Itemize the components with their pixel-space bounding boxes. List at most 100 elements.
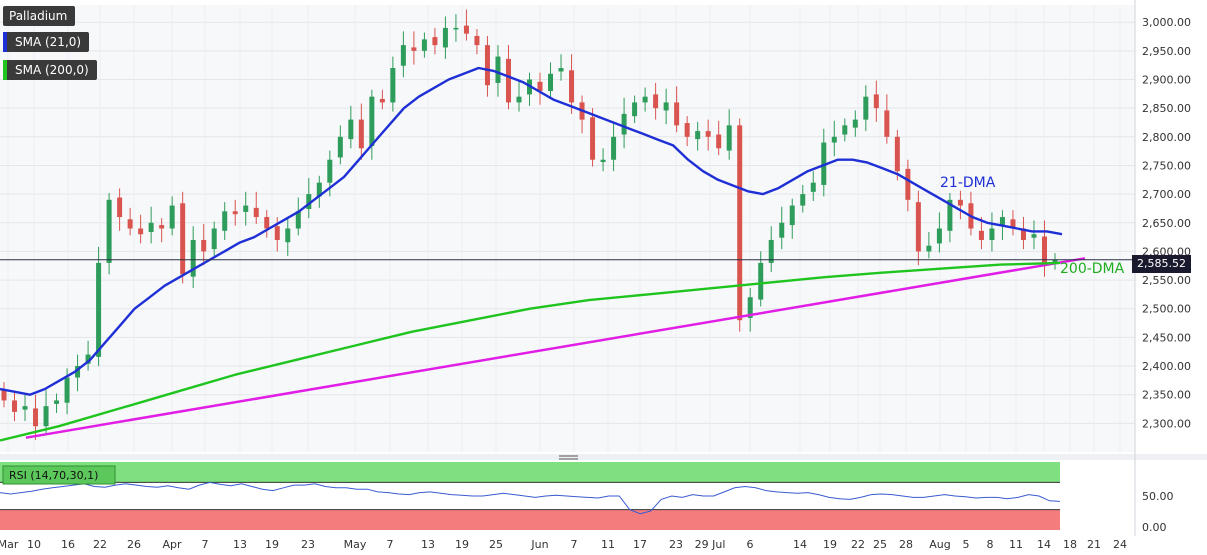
legend-instrument[interactable]: Palladium [3, 6, 76, 26]
candle-body [421, 39, 427, 51]
y-tick-label: 2,450.00 [1142, 331, 1191, 344]
candle-body [863, 96, 869, 120]
candle-body [442, 27, 448, 48]
candle-body [1, 388, 7, 401]
y-tick-label: 3,000.00 [1142, 16, 1191, 29]
candle-body [453, 27, 459, 30]
candle-body [274, 226, 280, 240]
y-tick-label: 2,900.00 [1142, 74, 1191, 87]
x-tick-label: 25 [873, 538, 887, 551]
x-tick-label: Mar [0, 538, 19, 551]
x-tick-label: 26 [127, 538, 141, 551]
candle-body [306, 194, 312, 210]
candle-body [989, 228, 995, 240]
candle-body [915, 202, 921, 252]
candle-body [831, 136, 837, 143]
rsi-tick-label: 0.00 [1142, 521, 1167, 534]
candle-body [232, 211, 238, 215]
x-tick-label: 24 [1113, 538, 1127, 551]
candle-body [64, 377, 70, 403]
candle-body [821, 142, 827, 185]
x-tick-label: 11 [1009, 538, 1023, 551]
candle-body [96, 262, 102, 357]
pane-separator [0, 454, 1207, 460]
candle-body [789, 205, 795, 226]
candle-body [180, 203, 186, 275]
candle-body [243, 205, 249, 212]
candle-body [779, 222, 785, 238]
candle-body [211, 228, 217, 250]
rsi-overbought-zone [0, 462, 1060, 483]
candle-body [495, 56, 501, 83]
candle-body [1020, 228, 1026, 240]
candle-body [999, 217, 1005, 227]
candle-body [663, 102, 669, 111]
candles-group [1, 9, 1058, 440]
candle-body [758, 262, 764, 300]
legend-sma21[interactable]: SMA (21,0) [3, 32, 90, 52]
candle-body [611, 136, 617, 160]
candle-body [295, 211, 301, 229]
candle-body [484, 45, 490, 86]
candle-body [516, 96, 522, 103]
candle-body [369, 96, 375, 146]
candle-body [632, 102, 638, 117]
candle-body [926, 245, 932, 252]
candle-body [411, 47, 417, 51]
candle-body [548, 73, 554, 91]
x-tick-label: 14 [793, 538, 807, 551]
x-tick-label: 18 [1063, 538, 1077, 551]
candle-body [569, 70, 575, 103]
x-tick-label: 28 [899, 538, 913, 551]
candle-body [705, 131, 711, 137]
candle-body [947, 199, 953, 231]
candle-body [12, 400, 18, 412]
rsi-tick-label: 50.00 [1142, 490, 1174, 503]
x-tick-label: 22 [851, 538, 865, 551]
candle-body [716, 134, 722, 149]
candle-body [22, 406, 28, 410]
x-tick-label: 25 [489, 538, 503, 551]
x-tick-label: Jun [530, 538, 548, 551]
legend-sma200-label: SMA (200,0) [15, 63, 89, 77]
candle-body [537, 81, 543, 91]
candle-body [337, 136, 343, 158]
y-tick-label: 2,800.00 [1142, 131, 1191, 144]
candle-body [127, 219, 133, 229]
candle-body [505, 58, 511, 103]
x-tick-label: 7 [387, 538, 394, 551]
y-tick-label: 2,400.00 [1142, 360, 1191, 373]
sma21-swatch [3, 32, 7, 52]
x-tick-label: 19 [823, 538, 837, 551]
candle-body [957, 199, 963, 206]
candle-body [768, 239, 774, 263]
candle-body [348, 119, 354, 140]
x-tick-label: 19 [265, 538, 279, 551]
current-price-value: 2,585.52 [1137, 257, 1186, 270]
x-tick-label: 19 [455, 538, 469, 551]
y-tick-label: 2,950.00 [1142, 45, 1191, 58]
rsi-line [0, 481, 1061, 515]
candle-body [327, 159, 333, 183]
candle-body [222, 211, 228, 231]
candle-body [400, 45, 406, 66]
x-tick-label: 6 [747, 538, 754, 551]
candle-body [905, 168, 911, 200]
candle-body [316, 182, 322, 197]
candle-body [379, 98, 385, 103]
candle-body [390, 68, 396, 103]
y-tick-label: 2,350.00 [1142, 389, 1191, 402]
candle-body [674, 102, 680, 126]
candle-body [1041, 236, 1047, 263]
candle-body [358, 119, 364, 149]
legend-sma200[interactable]: SMA (200,0) [3, 60, 97, 80]
sma200-line [0, 261, 1061, 442]
rsi-label-box [2, 465, 116, 485]
x-tick-label: May [344, 538, 367, 551]
support-trendline [25, 257, 1086, 439]
x-tick-label: 17 [633, 538, 647, 551]
candle-body [138, 228, 144, 235]
x-tick-label: 11 [601, 538, 615, 551]
candle-body [148, 222, 154, 232]
candle-body [117, 197, 123, 218]
